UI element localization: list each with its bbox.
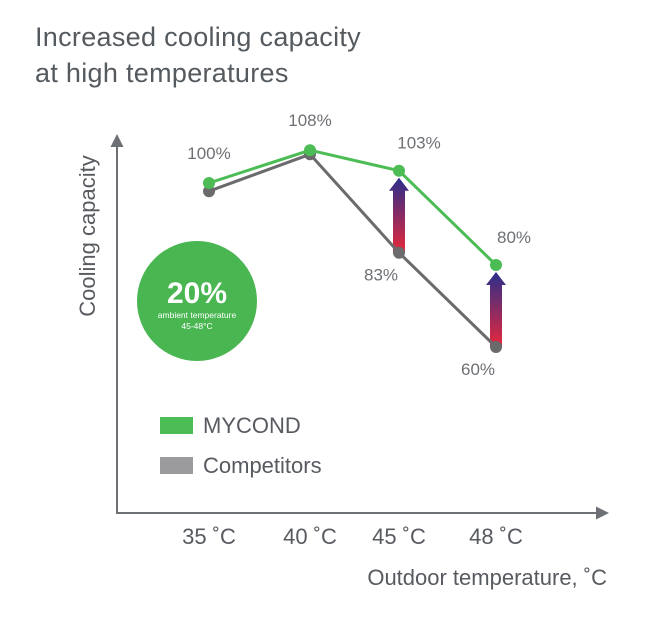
legend: MYCOND Competitors <box>160 413 322 478</box>
data-point-mycond <box>490 259 502 271</box>
x-tick-label: 45 ˚C <box>372 524 426 549</box>
chart-title-line-1: Increased cooling capacity <box>35 22 361 52</box>
legend-label-competitors: Competitors <box>203 453 322 478</box>
improvement-arrow <box>486 272 506 347</box>
data-point-mycond <box>203 177 215 189</box>
improvement-arrow <box>389 177 409 253</box>
x-tick-label: 35 ˚C <box>182 524 236 549</box>
data-label: 100% <box>187 144 230 163</box>
badge-caption-line-2: 45-48°C <box>181 321 212 331</box>
x-tick-labels: 35 ˚C 40 ˚C 45 ˚C 48 ˚C <box>182 524 523 549</box>
percent-badge: 20% ambient temperature 45-48°C <box>137 241 257 361</box>
data-label: 83% <box>364 266 398 285</box>
data-point-competitors <box>203 185 215 198</box>
badge-circle <box>137 241 257 361</box>
x-tick-label: 48 ˚C <box>469 524 523 549</box>
series-line-mycond <box>208 148 498 267</box>
legend-swatch-mycond <box>160 417 193 434</box>
series-lines <box>203 144 502 353</box>
legend-swatch-competitors <box>160 457 193 474</box>
data-label: 80% <box>497 228 531 247</box>
data-point-competitors <box>490 341 502 353</box>
x-axis-arrowhead <box>596 506 609 520</box>
improvement-arrows <box>389 177 506 347</box>
data-point-competitors <box>393 246 405 259</box>
data-label: 60% <box>461 360 495 379</box>
data-point-mycond <box>393 164 405 177</box>
y-axis-label: Cooling capacity <box>75 155 100 316</box>
badge-caption-line-1: ambient temperature <box>158 310 237 320</box>
badge-value: 20% <box>167 277 227 310</box>
axes <box>110 134 609 520</box>
data-labels: 100% 108% 103% 80% 83% 60% <box>187 111 531 379</box>
data-point-mycond <box>304 144 316 157</box>
chart-title-line-2: at high temperatures <box>35 58 289 88</box>
legend-label-mycond: MYCOND <box>203 413 301 438</box>
x-tick-label: 40 ˚C <box>283 524 337 549</box>
series-line-competitors <box>208 152 498 349</box>
data-label: 103% <box>397 134 440 153</box>
x-axis-label: Outdoor temperature, ˚C <box>367 565 607 590</box>
data-label: 108% <box>288 111 331 130</box>
y-axis-arrowhead <box>110 134 124 147</box>
